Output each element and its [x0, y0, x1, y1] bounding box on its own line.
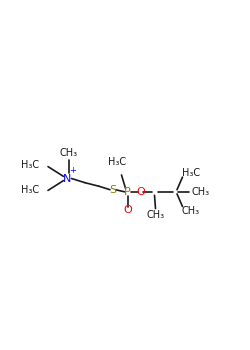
Text: H₃C: H₃C — [182, 168, 200, 177]
Text: +: + — [70, 166, 76, 175]
Text: P: P — [124, 187, 131, 197]
Text: CH₃: CH₃ — [147, 210, 165, 219]
Text: CH₃: CH₃ — [60, 148, 78, 158]
Text: H₃C: H₃C — [20, 186, 39, 195]
Text: H₃C: H₃C — [20, 160, 39, 169]
Text: CH₃: CH₃ — [182, 206, 200, 216]
Text: O: O — [123, 205, 132, 215]
Text: CH₃: CH₃ — [192, 187, 210, 197]
Text: H₃C: H₃C — [108, 158, 126, 167]
Text: S: S — [109, 185, 116, 195]
Text: N: N — [63, 174, 72, 183]
Text: O: O — [136, 187, 145, 197]
